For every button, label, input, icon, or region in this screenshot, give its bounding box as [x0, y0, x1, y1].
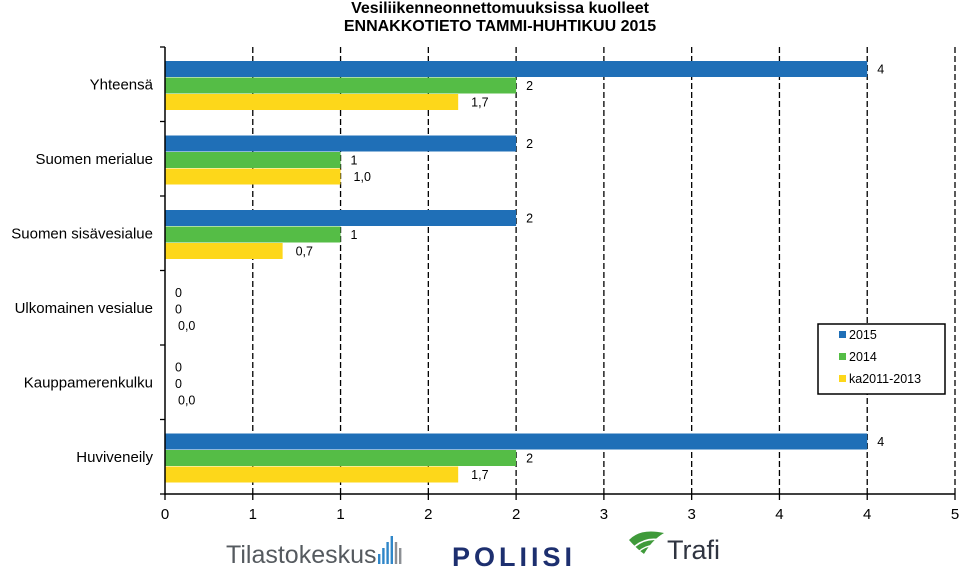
tilastokeskus-mark-bar [394, 542, 398, 564]
tilastokeskus-logo-text: Tilastokeskus [226, 541, 377, 569]
category-label: Ulkomainen vesialue [15, 300, 153, 317]
data-label: 1,7 [471, 468, 488, 482]
category-label: Suomen merialue [35, 151, 153, 168]
data-label: 0 [175, 377, 182, 391]
tilastokeskus-mark-bar [382, 548, 385, 564]
x-tick-label: 1 [336, 506, 344, 523]
bars [165, 61, 868, 483]
chart-title-line-2: ENNAKKOTIETO TAMMI-HUHTIKUU 2015 [343, 18, 657, 35]
data-label: 0 [175, 361, 182, 375]
bar-2015-5 [165, 433, 868, 450]
data-label: 2 [526, 79, 533, 93]
category-label: Huviveneily [76, 449, 153, 466]
data-label: 1 [351, 228, 358, 242]
bar-ka2011-2013-2 [165, 243, 283, 259]
data-label: 0,0 [178, 394, 195, 408]
legend-label-2014: 2014 [849, 350, 877, 364]
category-label: Kauppamerenkulku [24, 374, 153, 391]
tilastokeskus-mark-bar [399, 548, 402, 564]
data-label: 1,0 [354, 170, 371, 184]
x-tick-label: 1 [249, 506, 257, 523]
legend-label-2015: 2015 [849, 328, 877, 342]
data-label: 0 [175, 303, 182, 317]
bar-2015-1 [165, 135, 517, 152]
trafi-logo-text: Trafi [667, 535, 720, 565]
legend-swatch-ka2011-2013 [839, 375, 846, 382]
legend-label-ka2011-2013: ka2011-2013 [849, 372, 921, 386]
tilastokeskus-mark-bar [390, 536, 393, 564]
poliisi-logo-text: POLIISI [452, 542, 576, 571]
bar-2014-5 [165, 450, 517, 466]
chart-title: Vesiliikenneonnettomuuksissa kuolleet EN… [0, 0, 960, 36]
x-tick-label: 4 [863, 506, 871, 523]
x-tick-label: 2 [512, 506, 520, 523]
data-label: 1,7 [471, 96, 488, 110]
bar-2014-0 [165, 77, 517, 94]
trafi-swoosh-icon [629, 531, 664, 558]
legend-swatch-2014 [839, 353, 846, 360]
x-tick-label: 3 [687, 506, 695, 523]
tilastokeskus-bars-icon [378, 536, 402, 564]
chart-title-line-1: Vesiliikenneonnettomuuksissa kuolleet [351, 0, 649, 17]
data-label: 2 [526, 452, 533, 466]
bar-2014-2 [165, 226, 341, 243]
x-tick-label: 2 [424, 506, 432, 523]
x-tick-label: 5 [951, 506, 959, 523]
axes: 0 1 1 2 2 3 3 4 4 5 [160, 46, 959, 523]
bar-2015-2 [165, 210, 517, 226]
tilastokeskus-mark-bar [386, 542, 389, 564]
data-label: 0 [175, 286, 182, 300]
bar-2015-0 [165, 61, 868, 77]
trafi-logo: Trafi [629, 531, 720, 565]
bar-ka2011-2013-5 [165, 466, 459, 483]
data-label: 4 [877, 435, 884, 449]
poliisi-logo: POLIISI [452, 542, 576, 571]
labels: 4 2 1,7 Yhteensä 2 1 1,0 Suomen merialue 2 1 0,7 Su… [11, 63, 884, 483]
bar-ka2011-2013-1 [165, 168, 341, 185]
x-tick-label: 3 [600, 506, 608, 523]
data-label: 0,0 [178, 319, 195, 333]
tilastokeskus-mark-bar [378, 554, 381, 564]
data-label: 2 [526, 137, 533, 151]
x-tick-label: 0 [161, 506, 169, 523]
bar-2014-1 [165, 152, 341, 168]
legend: 2015 2014 ka2011-2013 [817, 323, 946, 395]
category-label: Suomen sisävesialue [11, 225, 153, 242]
data-label: 2 [526, 212, 533, 226]
tilastokeskus-logo: Tilastokeskus [226, 536, 402, 569]
data-label: 4 [877, 63, 884, 77]
data-label: 0,7 [296, 245, 313, 259]
bar-ka2011-2013-0 [165, 94, 459, 110]
legend-swatch-2015 [839, 331, 846, 338]
data-label: 1 [351, 154, 358, 168]
category-label: Yhteensä [90, 76, 154, 93]
x-tick-label: 4 [775, 506, 783, 523]
gridlines [252, 47, 956, 494]
